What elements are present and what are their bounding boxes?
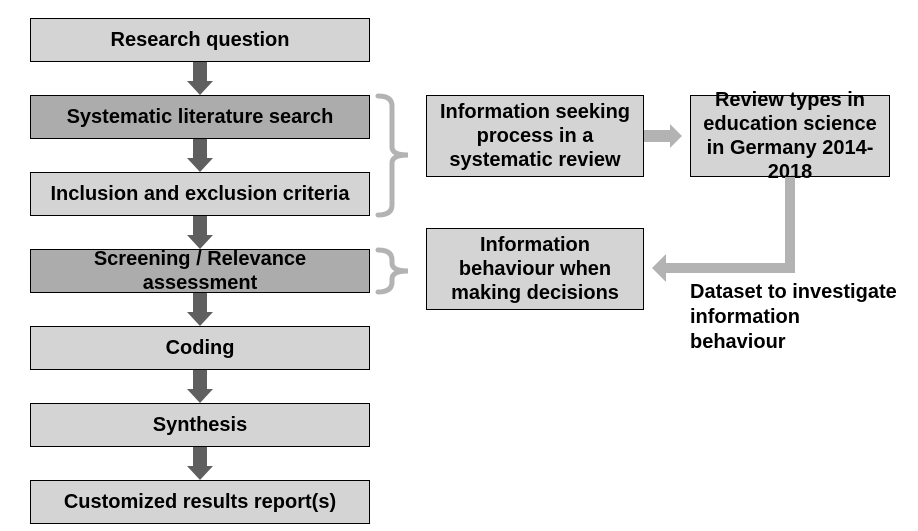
elbow-arrow-label: Dataset to investigate information behav… (690, 280, 900, 355)
a_elbow (0, 0, 918, 531)
